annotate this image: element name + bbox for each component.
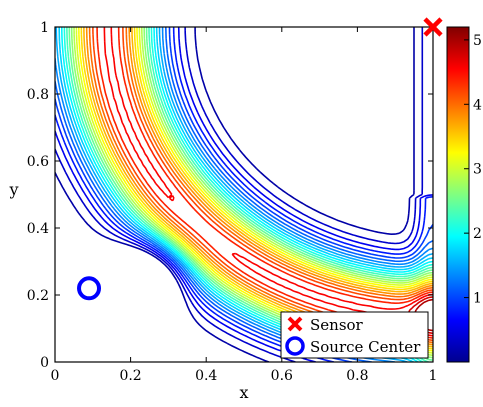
y-axis-label: y bbox=[8, 180, 18, 199]
colorbar-tick-label: 1 bbox=[473, 291, 482, 307]
x-tick-label: 0.2 bbox=[119, 368, 141, 384]
colorbar bbox=[446, 26, 470, 363]
source-center-marker bbox=[77, 276, 102, 301]
y-tick-label: 1 bbox=[40, 20, 49, 36]
sensor-marker bbox=[423, 17, 443, 37]
colorbar-tick-label: 3 bbox=[473, 162, 482, 178]
contour-line bbox=[55, 27, 433, 362]
colorbar-ticks: 1 2 3 4 5 bbox=[464, 33, 482, 307]
y-tick-label: 0.2 bbox=[27, 288, 49, 304]
y-tick-label: 0 bbox=[40, 355, 49, 371]
legend-box bbox=[280, 311, 429, 359]
colorbar-tick-label: 5 bbox=[473, 33, 482, 49]
x-tick-label: 0.4 bbox=[195, 368, 217, 384]
y-tick-label: 0.6 bbox=[27, 154, 49, 170]
x-axis-label: x bbox=[239, 383, 248, 402]
contour-line bbox=[55, 27, 433, 362]
legend: Sensor Source Center bbox=[280, 311, 429, 359]
contour-line bbox=[55, 27, 433, 362]
contour-line bbox=[55, 27, 415, 362]
plot-frame bbox=[54, 26, 434, 363]
y-tick-label: 0.4 bbox=[27, 221, 49, 237]
y-tick-label: 0.8 bbox=[27, 87, 49, 103]
contour-line bbox=[96, 27, 433, 339]
markers bbox=[77, 17, 443, 301]
contour-line bbox=[83, 27, 433, 348]
colorbar-tick-label: 2 bbox=[473, 226, 482, 242]
legend-label-sensor: Sensor bbox=[310, 316, 364, 334]
x-tick-label: 1 bbox=[429, 368, 438, 384]
x-tick-label: 0.8 bbox=[346, 368, 368, 384]
x-tick-label: 0 bbox=[51, 368, 60, 384]
legend-sensor-icon bbox=[287, 316, 303, 332]
legend-source-icon bbox=[285, 336, 305, 356]
legend-label-source-center: Source Center bbox=[310, 338, 421, 356]
x-tick-label: 0.6 bbox=[271, 368, 293, 384]
x-axis-ticks: 0 0.2 0.4 0.6 0.8 1 bbox=[51, 27, 438, 384]
y-axis-ticks: 0 0.2 0.4 0.6 0.8 1 bbox=[27, 20, 433, 371]
contour-line bbox=[55, 27, 424, 362]
colorbar-tick-label: 4 bbox=[473, 97, 482, 113]
